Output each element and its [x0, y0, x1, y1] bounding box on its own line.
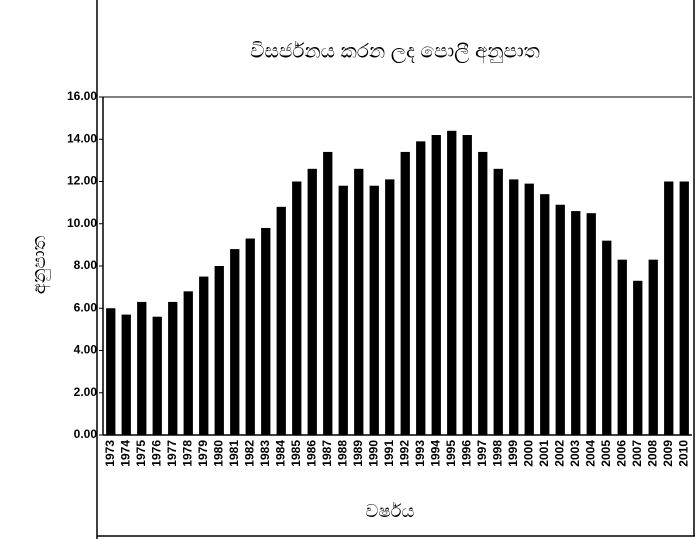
x-tick-label: 2003 [568, 440, 582, 467]
x-axis-title: වර්ෂය [366, 501, 415, 521]
bar [385, 179, 395, 435]
bar [540, 194, 550, 435]
bar [261, 227, 271, 435]
bar [369, 185, 379, 435]
x-tick-label: 1982 [242, 440, 256, 467]
x-tick-label: 1997 [475, 440, 489, 467]
x-tick-label: 2010 [676, 440, 690, 467]
y-tick-label: 12.00 [67, 174, 97, 188]
x-tick-label: 1985 [289, 440, 303, 467]
x-tick-label: 1981 [227, 440, 241, 467]
x-tick-label: 1987 [320, 440, 334, 467]
bar [230, 249, 240, 435]
bar [462, 135, 472, 435]
x-tick-label: 1996 [459, 440, 473, 467]
x-tick-label: 1994 [428, 440, 442, 467]
x-tick-label: 2002 [552, 440, 566, 467]
bar [571, 211, 581, 435]
bar [137, 301, 147, 435]
bar [416, 141, 426, 436]
x-tick-label: 1975 [134, 440, 148, 467]
x-tick-label: 1991 [382, 440, 396, 467]
y-tick-label: 0.00 [74, 427, 98, 441]
bar [602, 240, 612, 435]
x-tick-label: 2009 [661, 440, 675, 467]
y-tick-label: 14.00 [67, 131, 97, 145]
bar [633, 280, 643, 435]
y-tick-label: 8.00 [74, 258, 98, 272]
bar [493, 168, 503, 435]
x-tick-label: 1983 [258, 440, 272, 467]
x-tick-label: 1986 [304, 440, 318, 467]
x-tick-label: 1977 [165, 440, 179, 467]
x-tick-label: 1976 [149, 440, 163, 467]
y-tick-label: 2.00 [74, 385, 98, 399]
y-tick-label: 10.00 [67, 216, 97, 230]
bar [338, 185, 348, 435]
bar [199, 276, 209, 435]
x-tick-label: 1998 [490, 440, 504, 467]
x-tick-label: 1980 [211, 440, 225, 467]
bar [431, 135, 441, 435]
bar [555, 204, 565, 435]
bar [478, 151, 488, 436]
bar [586, 213, 596, 435]
bar [292, 181, 302, 435]
x-tick-label: 2006 [614, 440, 628, 467]
x-tick-label: 2008 [645, 440, 659, 467]
x-tick-label: 2004 [583, 440, 597, 467]
bar [323, 151, 333, 436]
bar [354, 168, 364, 435]
x-tick-label: 1989 [351, 440, 365, 467]
chart-title: විසර්ජනය කරන ලද පොලී අනුපාත [250, 39, 540, 63]
x-tick-label: 1984 [273, 440, 287, 467]
bar [121, 314, 131, 435]
x-tick-label: 1978 [180, 440, 194, 467]
bar [648, 259, 658, 435]
bar [509, 179, 519, 435]
y-tick-label: 16.00 [67, 89, 97, 103]
x-tick-label: 1992 [397, 440, 411, 467]
bar [168, 301, 178, 435]
x-tick-label: 2005 [599, 440, 613, 467]
bar [307, 168, 317, 435]
x-tick-label: 2000 [521, 440, 535, 467]
y-tick-label: 4.00 [74, 343, 98, 357]
x-tick-label: 2007 [630, 440, 644, 467]
x-tick-label: 1974 [118, 440, 132, 467]
bar [447, 130, 457, 436]
bar [664, 181, 674, 435]
y-tick-label: 6.00 [74, 300, 98, 314]
bar [276, 206, 286, 435]
x-tick-label: 2001 [537, 440, 551, 467]
bar [524, 183, 534, 435]
x-tick-label: 1973 [103, 440, 117, 467]
x-tick-label: 1990 [366, 440, 380, 467]
bar [617, 259, 627, 435]
bar [245, 238, 255, 435]
x-tick-label: 1993 [413, 440, 427, 467]
y-axis-title: අනුපාත [29, 235, 51, 294]
bar [183, 291, 193, 435]
bar [400, 151, 410, 436]
bar [679, 181, 689, 435]
x-tick-label: 1979 [196, 440, 210, 467]
bar [152, 316, 162, 435]
x-tick-label: 1995 [444, 440, 458, 467]
bar [106, 308, 116, 435]
x-tick-label: 1999 [506, 440, 520, 467]
bar [214, 266, 224, 435]
x-tick-label: 1988 [335, 440, 349, 467]
